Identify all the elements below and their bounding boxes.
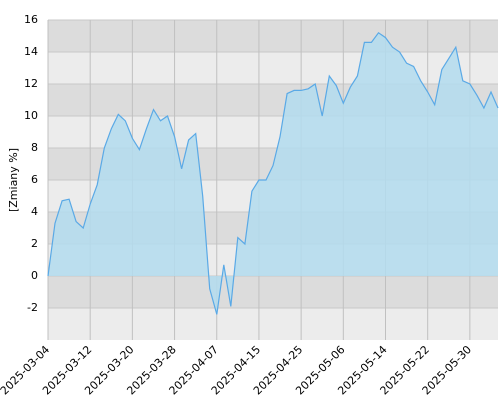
- grid-band: [48, 20, 498, 52]
- y-tick-label: 8: [31, 141, 38, 154]
- y-tick-label: 10: [24, 109, 38, 122]
- grid-band: [48, 52, 498, 84]
- grid-band: [48, 308, 498, 340]
- y-axis-label: [Zmiany %]: [7, 148, 20, 212]
- y-tick-label: 2: [31, 237, 38, 250]
- y-tick-label: 4: [31, 205, 38, 218]
- area-fill: [48, 32, 498, 315]
- area-line: [47, 31, 499, 315]
- y-tick-label: 16: [24, 13, 38, 26]
- grid-band: [48, 276, 498, 308]
- y-tick-label: -2: [27, 301, 38, 314]
- y-tick-label: 6: [31, 173, 38, 186]
- y-tick-label: 14: [24, 45, 38, 58]
- y-tick-label: 12: [24, 77, 38, 90]
- y-tick-label: 0: [31, 269, 38, 282]
